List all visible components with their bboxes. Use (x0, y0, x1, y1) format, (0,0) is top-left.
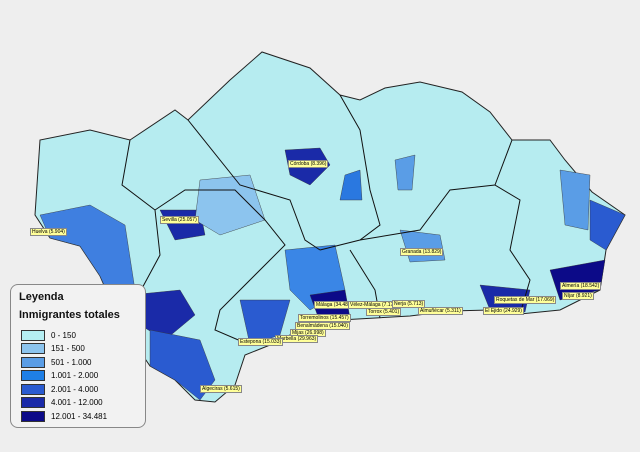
legend-item: 0 - 150 (21, 329, 76, 341)
legend-item: 12.001 - 34.481 (21, 410, 107, 422)
legend-label: 501 - 1.000 (51, 357, 92, 367)
place-label: Algeciras (5.615) (200, 385, 242, 393)
place-label: Granada (13.829) (400, 248, 444, 256)
legend-subtitle: Inmigrantes totales (19, 309, 120, 321)
legend-item: 151 - 500 (21, 343, 85, 355)
legend-item: 501 - 1.000 (21, 356, 91, 368)
place-label: El Ejido (24.929) (483, 307, 524, 315)
legend-label: 12.001 - 34.481 (51, 411, 108, 421)
legend-label: 1.001 - 2.000 (51, 371, 99, 380)
legend: Leyenda Inmigrantes totales 0 - 150 151 -… (10, 284, 146, 428)
place-label: Torrox (5.401) (366, 308, 402, 316)
place-label: Almuñécar (5.311) (418, 307, 463, 315)
legend-swatch (21, 397, 45, 408)
legend-label: 0 - 150 (51, 330, 76, 340)
place-label: Níjar (8.921) (562, 292, 594, 300)
legend-swatch (21, 329, 45, 341)
legend-swatch (21, 370, 45, 381)
legend-title: Leyenda (19, 291, 64, 303)
legend-swatch (21, 410, 45, 422)
place-label: Torremolinos (15.457) (298, 314, 351, 322)
place-label: Sevilla (25.057) (160, 216, 199, 224)
legend-item: 1.001 - 2.000 (21, 370, 98, 382)
place-label: Córdoba (8.396) (288, 160, 329, 168)
legend-swatch (21, 343, 45, 354)
legend-label: 4.001 - 12.000 (51, 398, 103, 407)
legend-swatch (21, 356, 45, 368)
legend-label: 2.001 - 4.000 (51, 384, 99, 394)
place-label: Roquetas de Mar (17.069) (494, 296, 557, 304)
place-label: Huelva (5.904) (30, 228, 67, 236)
place-label: Nerja (5.713) (392, 300, 426, 308)
legend-item: 2.001 - 4.000 (21, 383, 98, 395)
legend-swatch (21, 383, 45, 395)
legend-item: 4.001 - 12.000 (21, 397, 103, 409)
place-label: Almería (18.542) (560, 282, 602, 290)
legend-label: 151 - 500 (51, 344, 85, 353)
place-label: Estepona (15.033) (238, 338, 284, 346)
